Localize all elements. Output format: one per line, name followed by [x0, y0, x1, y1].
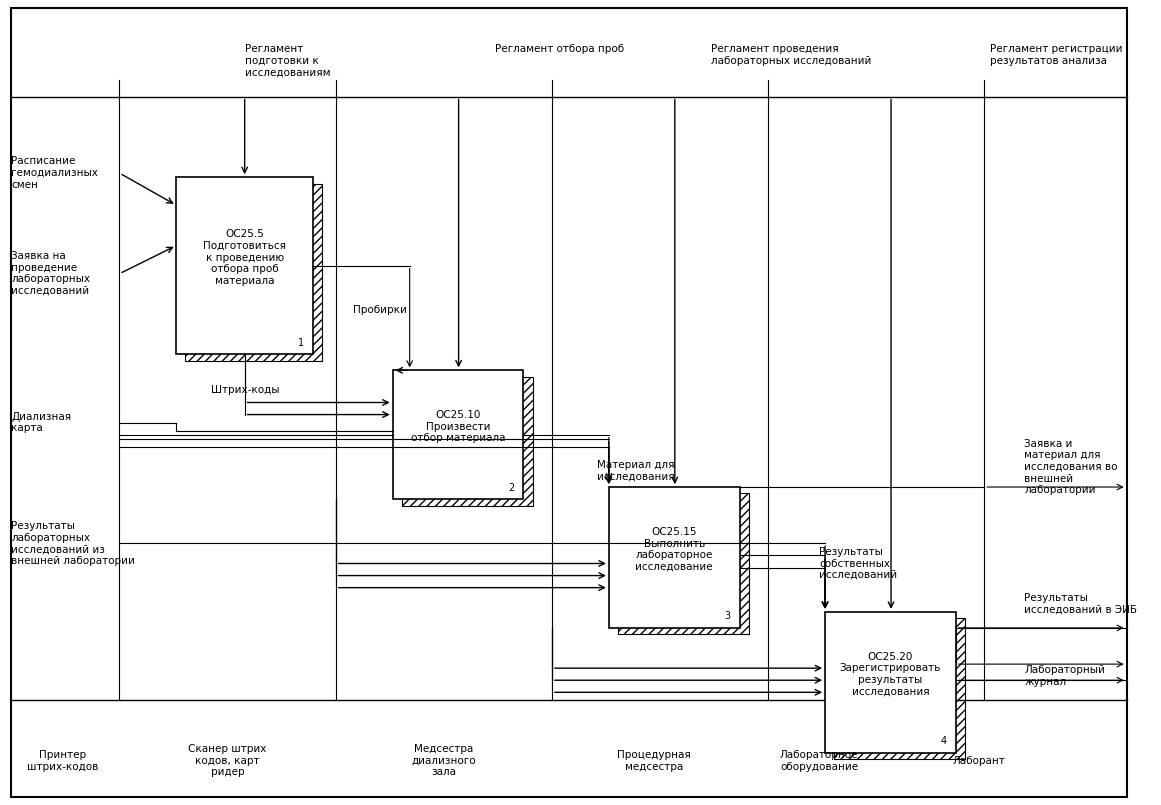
Text: Заявка и
материал для
исследования во
внешней
лаборатории: Заявка и материал для исследования во вн… [1024, 439, 1118, 495]
Text: 1: 1 [297, 338, 304, 348]
Text: Штрих-коды: Штрих-коды [210, 386, 279, 395]
Text: Лабораторный
журнал: Лабораторный журнал [1024, 666, 1105, 687]
Text: Регламент
подготовки к
исследованиям: Регламент подготовки к исследованиям [245, 44, 330, 77]
Text: Расписание
гемодиализных
смен: Расписание гемодиализных смен [12, 156, 99, 190]
Text: Результаты
исследований в ЭИБ: Результаты исследований в ЭИБ [1024, 593, 1137, 614]
Bar [618, 493, 749, 634]
Bar [186, 184, 322, 361]
Text: Материал для
исследования: Материал для исследования [598, 460, 675, 481]
Bar [402, 377, 533, 506]
Text: 2: 2 [509, 483, 514, 493]
Text: Регламент отбора проб: Регламент отбора проб [495, 44, 625, 54]
Text: ОС25.10
Произвести
отбор материала: ОС25.10 Произвести отбор материала [411, 410, 505, 444]
Text: ОС25.5
Подготовиться
к проведению
отбора проб
материала: ОС25.5 Подготовиться к проведению отбора… [203, 229, 286, 286]
Text: Процедурная
медсестра: Процедурная медсестра [618, 750, 691, 771]
Text: ОС25.20
Зарегистрировать
результаты
исследования: ОС25.20 Зарегистрировать результаты иссл… [839, 652, 942, 696]
Text: Лаборант: Лаборант [952, 756, 1005, 766]
Bar [392, 370, 524, 499]
Text: Регламент проведения
лабораторных исследований: Регламент проведения лабораторных исслед… [712, 44, 872, 66]
Text: Сканер штрих
кодов, карт
ридер: Сканер штрих кодов, карт ридер [188, 744, 267, 778]
Text: Пробирки: Пробирки [353, 305, 406, 315]
Bar [176, 177, 313, 354]
Bar [834, 618, 965, 759]
Text: Принтер
штрих-кодов: Принтер штрих-кодов [27, 750, 99, 771]
Text: Результаты
лабораторных
исследований из
внешней лаборатории: Результаты лабораторных исследований из … [12, 521, 135, 566]
Bar [608, 487, 740, 628]
Text: Медсестра
диализного
зала: Медсестра диализного зала [411, 744, 476, 778]
Text: ОС25.15
Выполнить
лабораторное
исследование: ОС25.15 Выполнить лабораторное исследова… [635, 527, 713, 572]
Text: Регламент регистрации
результатов анализа: Регламент регистрации результатов анализ… [990, 44, 1123, 66]
Text: Лабораторное
оборудование: Лабораторное оборудование [780, 750, 859, 771]
Text: Результаты
собственных
исследований: Результаты собственных исследований [820, 547, 897, 580]
Text: Заявка на
проведение
лабораторных
исследований: Заявка на проведение лабораторных исслед… [12, 251, 91, 296]
Text: Диализная
карта: Диализная карта [12, 412, 72, 433]
Bar [825, 612, 956, 753]
Text: 3: 3 [724, 612, 730, 621]
Text: 4: 4 [940, 737, 947, 746]
